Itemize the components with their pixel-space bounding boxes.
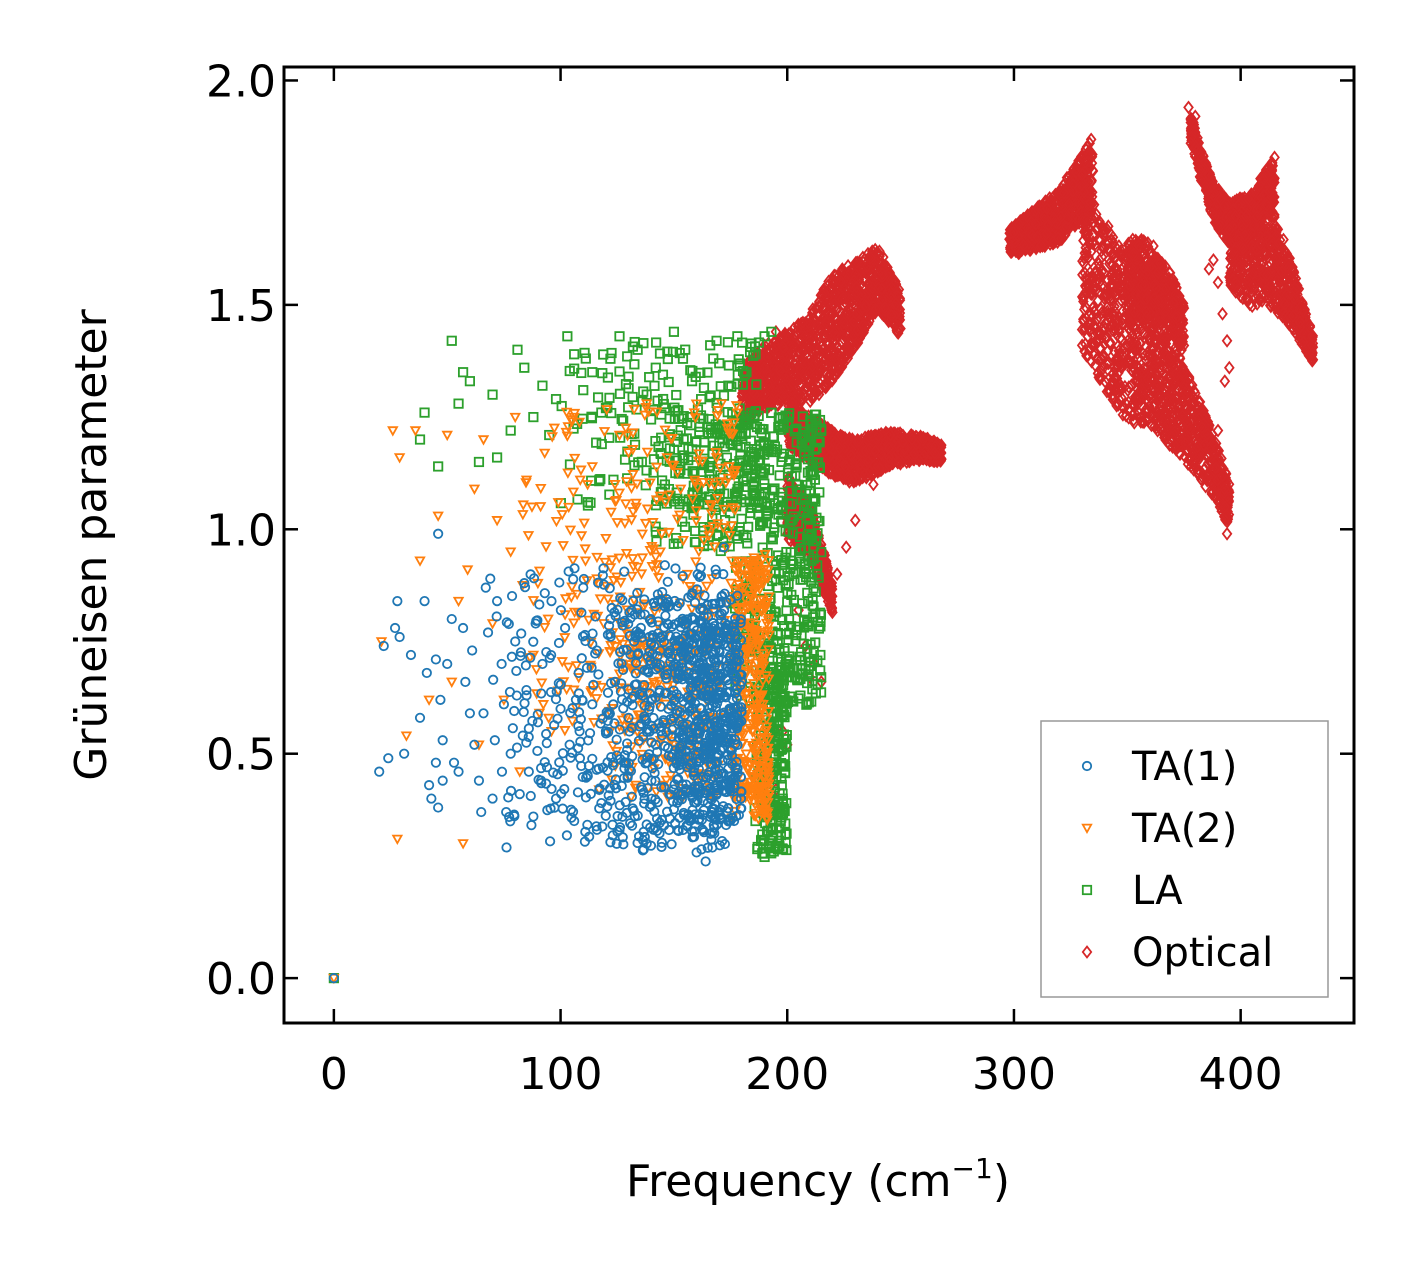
point-optical <box>826 352 837 367</box>
point-optical <box>750 366 762 380</box>
point-optical <box>788 372 800 387</box>
point-optical <box>849 267 861 281</box>
point-optical <box>851 285 863 300</box>
point-optical <box>872 281 884 296</box>
point-optical <box>862 259 873 273</box>
point-optical <box>806 343 817 358</box>
point-optical <box>826 315 838 330</box>
point-optical <box>838 332 850 347</box>
point-optical <box>876 282 888 297</box>
point-optical <box>799 329 810 344</box>
point-optical <box>736 389 748 404</box>
point-optical <box>874 249 885 264</box>
point-optical <box>815 361 827 376</box>
point-optical <box>861 265 873 280</box>
point-optical <box>833 365 844 380</box>
point-optical <box>836 292 848 307</box>
point-optical <box>886 308 897 323</box>
point-optical <box>890 296 902 311</box>
point-optical <box>797 315 809 330</box>
point-optical <box>848 273 860 288</box>
point-optical <box>804 365 815 380</box>
point-optical <box>888 278 899 293</box>
point-optical <box>789 329 800 344</box>
series-layer <box>328 100 1319 985</box>
point-optical <box>797 345 809 360</box>
point-optical <box>851 255 863 270</box>
point-optical <box>836 351 848 366</box>
point-optical <box>759 360 770 375</box>
point-optical <box>781 360 792 374</box>
point-optical <box>784 361 796 376</box>
point-optical <box>824 368 836 383</box>
point-optical <box>891 324 903 339</box>
point-optical <box>784 350 796 365</box>
point-optical <box>825 345 836 360</box>
point-optical <box>877 266 888 281</box>
point-optical <box>874 244 885 259</box>
point-optical <box>860 319 872 334</box>
point-optical <box>842 258 854 273</box>
point-optical <box>779 381 790 396</box>
point-optical <box>795 362 806 377</box>
point-optical <box>879 300 891 315</box>
point-optical <box>813 387 825 402</box>
point-optical <box>860 443 872 458</box>
point-optical <box>816 297 827 312</box>
point-optical <box>860 299 872 314</box>
point-optical <box>762 377 774 392</box>
point-optical <box>874 461 886 476</box>
point-optical <box>822 333 833 348</box>
point-optical <box>815 347 826 362</box>
point-optical <box>835 274 847 289</box>
point-optical <box>851 280 862 294</box>
point-optical <box>889 274 901 289</box>
point-optical <box>761 365 773 380</box>
point-optical <box>762 337 774 352</box>
series-optical <box>736 100 1319 815</box>
point-optical <box>819 331 830 346</box>
point-optical <box>838 315 850 330</box>
point-optical <box>775 373 787 388</box>
point-optical <box>796 333 808 348</box>
point-optical <box>757 396 769 411</box>
point-optical <box>771 351 783 366</box>
point-optical <box>862 277 874 291</box>
point-optical <box>833 290 845 305</box>
point-optical <box>807 302 819 316</box>
point-optical <box>831 301 843 316</box>
point-optical <box>807 378 818 393</box>
point-optical <box>865 251 877 265</box>
point-optical <box>779 389 791 404</box>
point-optical <box>797 392 809 407</box>
point-optical <box>856 287 867 302</box>
point-optical <box>857 470 868 485</box>
point-optical <box>787 376 799 391</box>
point-optical <box>820 379 832 394</box>
point-optical <box>787 339 798 354</box>
point-optical <box>777 340 789 354</box>
point-optical <box>857 318 869 333</box>
point-optical <box>804 325 816 340</box>
point-optical <box>751 361 762 376</box>
point-optical <box>747 385 759 399</box>
point-optical <box>891 306 903 321</box>
point-optical <box>829 297 840 312</box>
point-optical <box>774 363 786 378</box>
point-optical <box>848 314 860 329</box>
point-optical <box>870 302 882 317</box>
